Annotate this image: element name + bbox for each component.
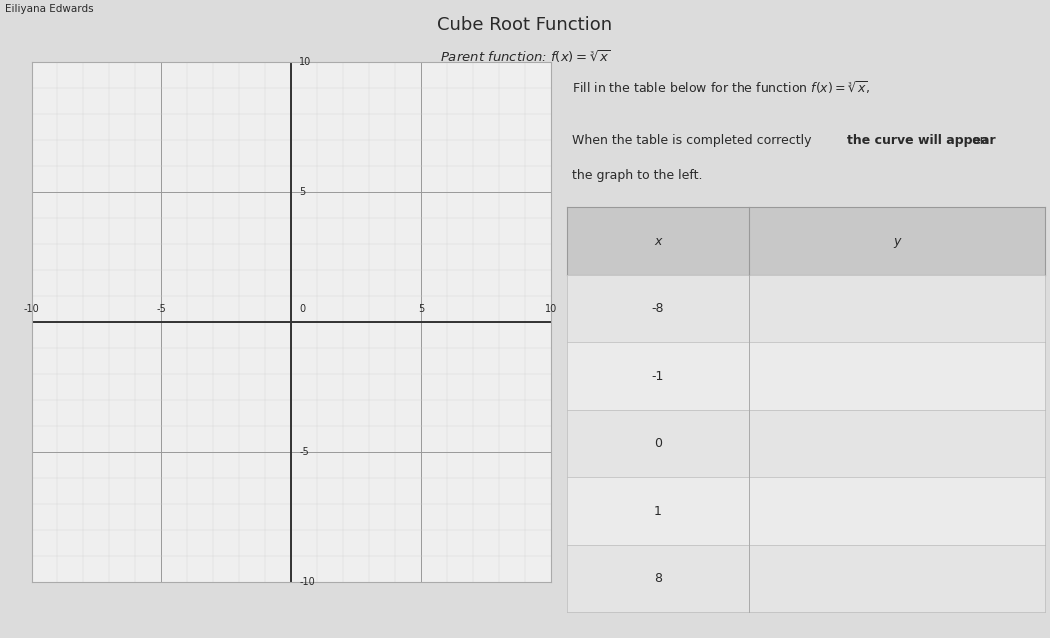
Text: 1: 1 — [654, 505, 662, 517]
Text: 0: 0 — [654, 437, 662, 450]
Text: -8: -8 — [651, 302, 664, 315]
Text: on: on — [968, 134, 988, 147]
Text: 10: 10 — [299, 57, 312, 68]
Text: 10: 10 — [545, 304, 558, 315]
Text: 0: 0 — [299, 304, 306, 315]
Text: Parent function: $f(x) = \sqrt[3]{x}$: Parent function: $f(x) = \sqrt[3]{x}$ — [440, 48, 610, 64]
Text: -10: -10 — [299, 577, 315, 587]
Text: Eiliyana Edwards: Eiliyana Edwards — [5, 4, 93, 15]
Text: -5: -5 — [299, 447, 309, 457]
Text: x: x — [654, 235, 662, 248]
Text: the curve will appear: the curve will appear — [847, 134, 996, 147]
Text: Fill in the table below for the function $f(x) = \sqrt[3]{x}$,: Fill in the table below for the function… — [572, 80, 872, 96]
Text: the graph to the left.: the graph to the left. — [572, 169, 702, 182]
Text: When the table is completed correctly: When the table is completed correctly — [572, 134, 816, 147]
Text: -5: -5 — [156, 304, 166, 315]
Text: 8: 8 — [654, 572, 662, 585]
Text: Cube Root Function: Cube Root Function — [438, 16, 612, 34]
Text: 5: 5 — [299, 187, 306, 197]
Text: 5: 5 — [418, 304, 424, 315]
Text: -10: -10 — [23, 304, 40, 315]
Text: y: y — [892, 235, 900, 248]
Text: -1: -1 — [652, 369, 664, 383]
